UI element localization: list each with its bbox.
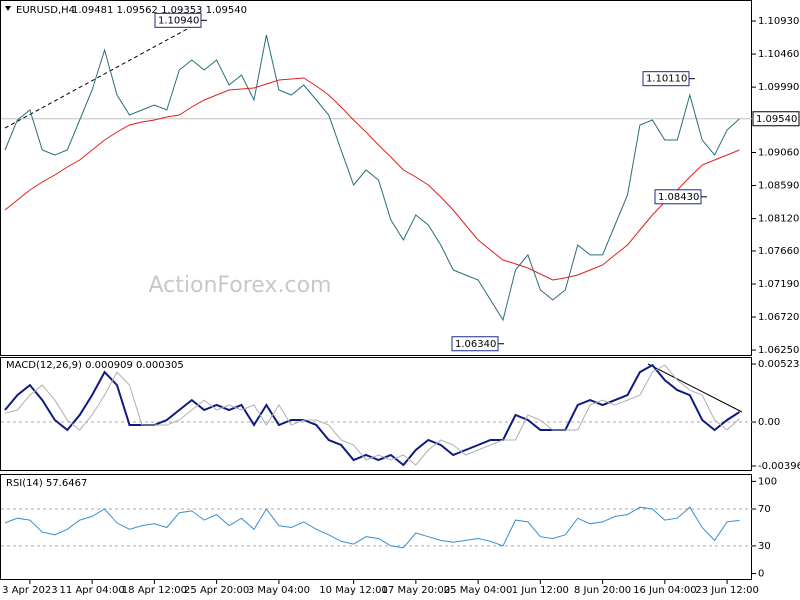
- annotation-box: [642, 71, 690, 87]
- x-tick-label: 16 Jun 04:00: [633, 585, 697, 596]
- series-line: [4, 363, 741, 467]
- symbol-icon: [5, 6, 11, 11]
- y-tick-label: 0.005234: [758, 359, 800, 370]
- macd-title: MACD(12,26,9) 0.000909 0.000305: [6, 360, 184, 371]
- series-line: [4, 77, 740, 281]
- series-line: [4, 34, 740, 322]
- y-tick-label: 100: [758, 476, 777, 487]
- y-tick-label: 1.08590: [758, 181, 799, 192]
- x-tick-label: 1 Jun 12:00: [512, 585, 569, 596]
- y-tick-label: 1.08120: [758, 214, 799, 225]
- y-tick-label: 1.10930: [758, 16, 799, 27]
- y-tick-label: 1.10460: [758, 49, 799, 60]
- y-tick-label: 0: [758, 569, 764, 580]
- y-tick-label: 1.09990: [758, 82, 799, 93]
- annotation-label: 1.06340: [455, 339, 496, 350]
- symbol: EURUSD,H4: [16, 5, 75, 16]
- watermark: ActionForex.com: [149, 273, 332, 298]
- x-tick-label: 17 May 20:00: [382, 585, 451, 596]
- trend-line: [4, 21, 201, 129]
- x-tick-label: 8 Jun 20:00: [574, 585, 631, 596]
- y-tick-label: 1.06720: [758, 312, 799, 323]
- ohlc: 1.09481 1.09562 1.09353 1.09540: [72, 5, 247, 16]
- last-price-box: [752, 111, 800, 127]
- x-tick-label: 3 May 04:00: [248, 585, 310, 596]
- price-panel: [0, 0, 752, 356]
- annotation-box: [654, 189, 702, 205]
- x-tick-label: 11 Apr 04:00: [60, 585, 125, 596]
- x-tick-label: 10 May 12:00: [319, 585, 388, 596]
- annotation-box: [154, 12, 202, 28]
- y-tick-label: -0.003966: [758, 461, 800, 472]
- x-tick-label: 3 Apr 2023: [2, 585, 57, 596]
- rsi-title: RSI(14) 57.6467: [6, 478, 87, 489]
- y-tick-label: 1.06250: [758, 345, 799, 356]
- annotation-label: 1.08430: [658, 192, 699, 203]
- rsi-panel: [0, 474, 752, 580]
- y-tick-label: 0.00: [758, 417, 780, 428]
- macd-panel: [0, 357, 752, 471]
- y-tick-label: 1.07660: [758, 246, 799, 257]
- x-tick-label: 25 Apr 20:00: [184, 585, 249, 596]
- y-tick-label: 1.07190: [758, 279, 799, 290]
- annotation-label: 1.10110: [646, 74, 687, 85]
- x-tick-label: 18 Apr 12:00: [122, 585, 187, 596]
- annotation-box: [451, 336, 499, 352]
- series-line: [4, 364, 740, 466]
- x-tick-label: 23 Jun 12:00: [695, 585, 759, 596]
- annotation-label: 1.10940: [158, 15, 199, 26]
- y-tick-label: 30: [758, 541, 771, 552]
- series-line: [4, 506, 740, 549]
- last-price-label: 1.09540: [756, 114, 797, 125]
- x-tick-label: 25 May 04:00: [444, 585, 513, 596]
- y-tick-label: 1.09060: [758, 148, 799, 159]
- y-tick-label: 70: [758, 504, 771, 515]
- macd-trend-line: [647, 363, 743, 413]
